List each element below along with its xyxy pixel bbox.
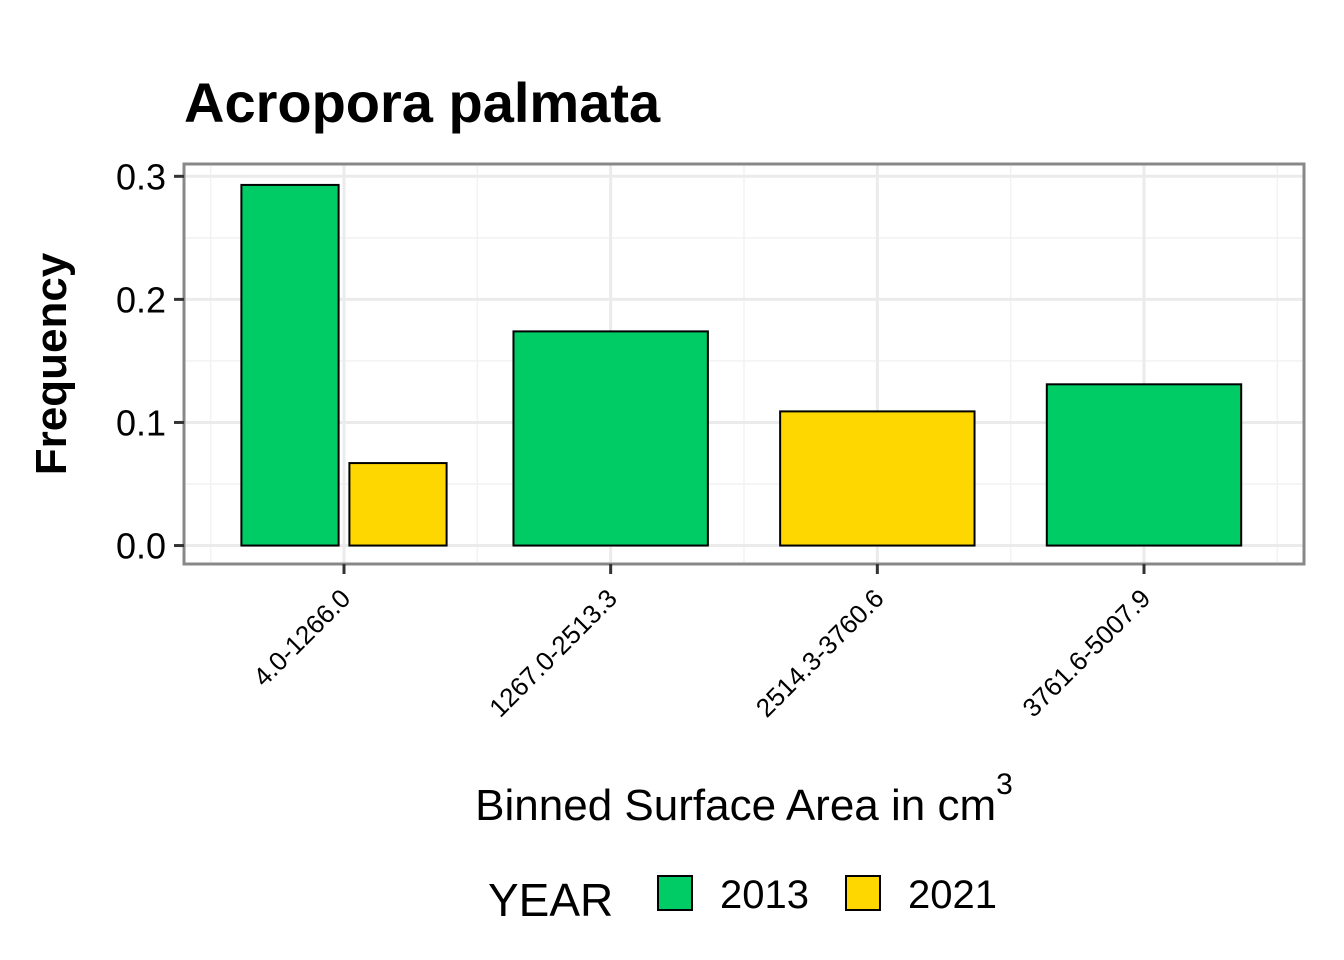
x-tick-label: 2514.3-3760.6 (750, 583, 890, 723)
y-tick-label: 0.0 (116, 526, 166, 567)
x-tick-label: 1267.0-2513.3 (483, 583, 623, 723)
bar-2013-4.0-1266.0 (240, 183, 340, 547)
x-axis-title: Binned Surface Area in cm3 (475, 768, 1013, 830)
legend-key-2013 (657, 875, 693, 911)
y-tick-label: 0.2 (116, 279, 166, 320)
x-axis-title-superscript: 3 (996, 768, 1013, 801)
x-tick-label: 4.0-1266.0 (247, 583, 356, 692)
y-tick-label: 0.3 (116, 156, 166, 197)
legend: YEAR 2013 2021 (488, 873, 997, 926)
bar-2013-1267.0-2513.3 (512, 330, 709, 547)
y-axis-title: Frequency (27, 252, 76, 475)
legend-title: YEAR (488, 874, 613, 926)
x-axis: 4.0-1266.0 1267.0-2513.3 2514.3-3760.6 3761… (247, 564, 1156, 723)
bars (240, 183, 1243, 547)
bar-2021-2514.3-3760.6 (779, 410, 976, 547)
y-tick-label: 0.1 (116, 402, 166, 443)
bar-2013-3761.6-5007.9 (1045, 383, 1243, 547)
x-axis-title-text: Binned Surface Area in cm (475, 781, 996, 830)
bar-2021-4.0-1266.0 (348, 462, 448, 547)
legend-key-2021 (845, 875, 881, 911)
chart-title: Acropora palmata (184, 71, 661, 134)
legend-items: 2013 2021 (657, 873, 997, 917)
x-tick-label: 3761.6-5007.9 (1016, 583, 1156, 723)
y-axis: 0.0 0.1 0.2 0.3 (116, 156, 184, 567)
plot-border (182, 162, 1306, 566)
legend-label-2021: 2021 (908, 873, 997, 917)
legend-label-2013: 2013 (720, 873, 809, 917)
